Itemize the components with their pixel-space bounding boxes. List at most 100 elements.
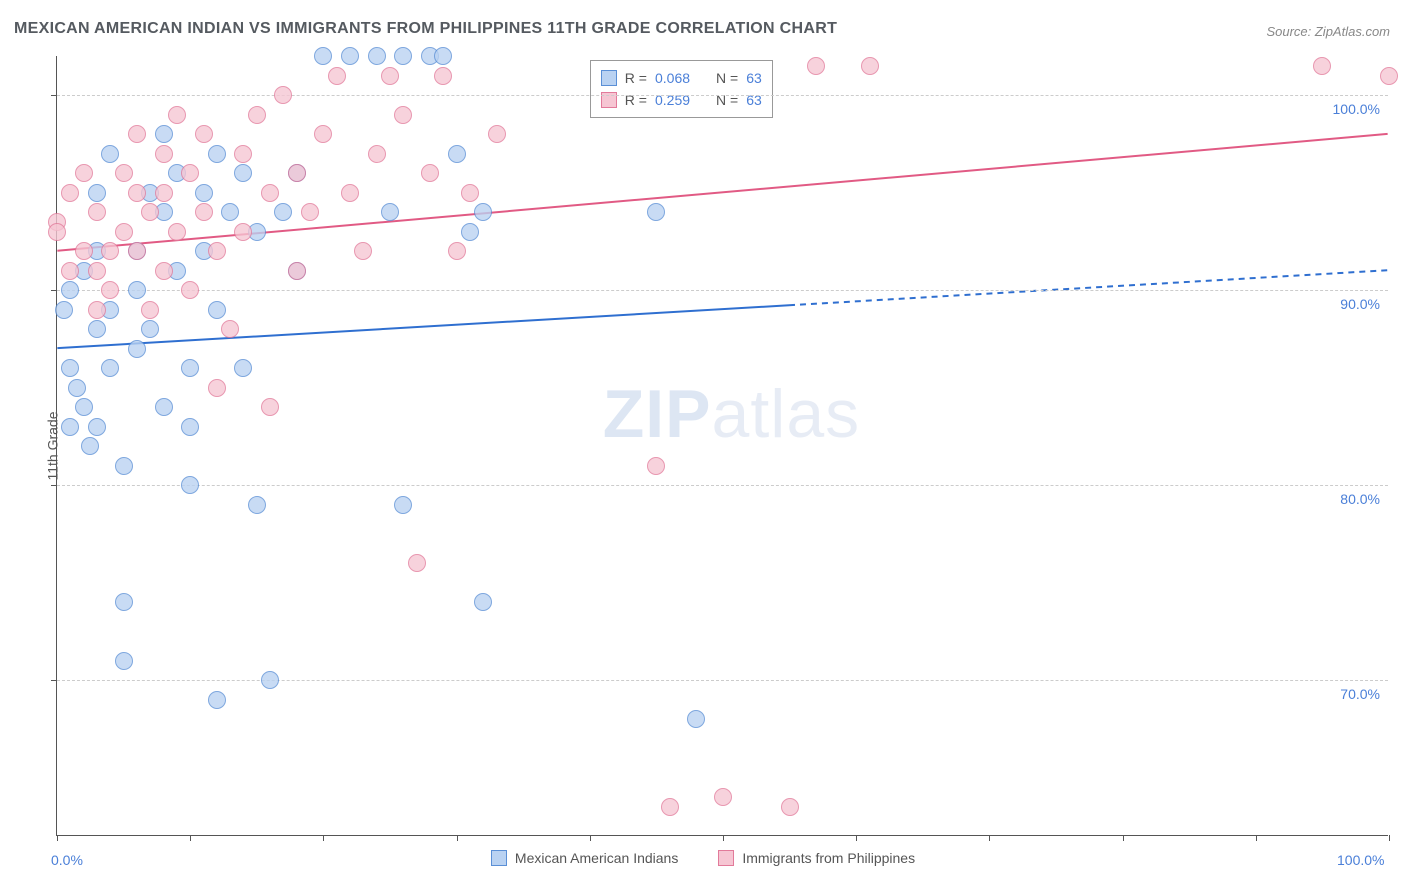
x-tick	[1123, 835, 1124, 841]
data-point	[195, 203, 213, 221]
data-point	[181, 476, 199, 494]
x-tick	[1256, 835, 1257, 841]
data-point	[448, 242, 466, 260]
x-tick	[1389, 835, 1390, 841]
data-point	[234, 223, 252, 241]
data-point	[274, 203, 292, 221]
bottom-legend: Mexican American IndiansImmigrants from …	[0, 850, 1406, 866]
x-tick	[856, 835, 857, 841]
data-point	[408, 554, 426, 572]
y-tick	[51, 680, 57, 681]
data-point	[195, 125, 213, 143]
data-point	[168, 106, 186, 124]
data-point	[61, 262, 79, 280]
data-point	[807, 57, 825, 75]
legend-stats-row: R = 0.068 N = 63	[601, 67, 762, 89]
data-point	[88, 418, 106, 436]
data-point	[368, 145, 386, 163]
data-point	[381, 67, 399, 85]
data-point	[301, 203, 319, 221]
legend-r-value: 0.068	[655, 67, 690, 89]
watermark: ZIPatlas	[603, 375, 860, 453]
data-point	[261, 398, 279, 416]
bottom-legend-label: Immigrants from Philippines	[742, 850, 915, 866]
data-point	[61, 184, 79, 202]
data-point	[88, 320, 106, 338]
data-point	[141, 203, 159, 221]
data-point	[288, 164, 306, 182]
legend-r-label: R =	[625, 67, 647, 89]
y-tick	[51, 290, 57, 291]
data-point	[128, 242, 146, 260]
legend-swatch-icon	[718, 850, 734, 866]
x-tick	[457, 835, 458, 841]
source-label: Source: ZipAtlas.com	[1266, 24, 1390, 39]
y-axis-label: 70.0%	[1340, 686, 1380, 702]
data-point	[461, 184, 479, 202]
data-point	[61, 281, 79, 299]
data-point	[474, 593, 492, 611]
legend-swatch-icon	[601, 70, 617, 86]
data-point	[341, 184, 359, 202]
data-point	[448, 145, 466, 163]
legend-n-value: 63	[746, 67, 762, 89]
legend-n-label: N =	[716, 67, 738, 89]
trend-line	[57, 305, 789, 348]
legend-stats-box: R = 0.068 N = 63R = 0.259 N = 63	[590, 60, 773, 118]
data-point	[1380, 67, 1398, 85]
x-tick	[323, 835, 324, 841]
y-axis-label: 80.0%	[1340, 491, 1380, 507]
data-point	[421, 164, 439, 182]
data-point	[75, 398, 93, 416]
data-point	[714, 788, 732, 806]
data-point	[181, 359, 199, 377]
gridline	[57, 680, 1388, 681]
data-point	[128, 125, 146, 143]
data-point	[181, 418, 199, 436]
data-point	[61, 359, 79, 377]
data-point	[155, 125, 173, 143]
data-point	[88, 203, 106, 221]
data-point	[101, 242, 119, 260]
data-point	[101, 359, 119, 377]
data-point	[341, 47, 359, 65]
x-tick	[723, 835, 724, 841]
data-point	[687, 710, 705, 728]
data-point	[368, 47, 386, 65]
data-point	[314, 47, 332, 65]
data-point	[155, 184, 173, 202]
data-point	[354, 242, 372, 260]
data-point	[88, 301, 106, 319]
data-point	[208, 691, 226, 709]
y-tick	[51, 485, 57, 486]
legend-stats-row: R =0.259N =63	[601, 89, 762, 111]
data-point	[101, 145, 119, 163]
data-point	[261, 671, 279, 689]
x-tick	[190, 835, 191, 841]
legend-r-label: R =	[625, 89, 647, 111]
legend-r-value: 0.259	[655, 89, 690, 111]
data-point	[195, 184, 213, 202]
data-point	[55, 301, 73, 319]
data-point	[221, 320, 239, 338]
data-point	[75, 164, 93, 182]
data-point	[88, 262, 106, 280]
data-point	[155, 262, 173, 280]
data-point	[115, 164, 133, 182]
data-point	[234, 359, 252, 377]
y-axis-label: 100.0%	[1333, 101, 1380, 117]
data-point	[128, 281, 146, 299]
data-point	[88, 184, 106, 202]
data-point	[181, 164, 199, 182]
legend-n-label: N =	[716, 89, 738, 111]
data-point	[647, 203, 665, 221]
chart-title: MEXICAN AMERICAN INDIAN VS IMMIGRANTS FR…	[14, 20, 837, 38]
data-point	[1313, 57, 1331, 75]
data-point	[394, 496, 412, 514]
y-axis-label: 90.0%	[1340, 296, 1380, 312]
data-point	[394, 47, 412, 65]
watermark-zip: ZIP	[603, 376, 712, 452]
data-point	[75, 242, 93, 260]
data-point	[234, 145, 252, 163]
data-point	[208, 145, 226, 163]
